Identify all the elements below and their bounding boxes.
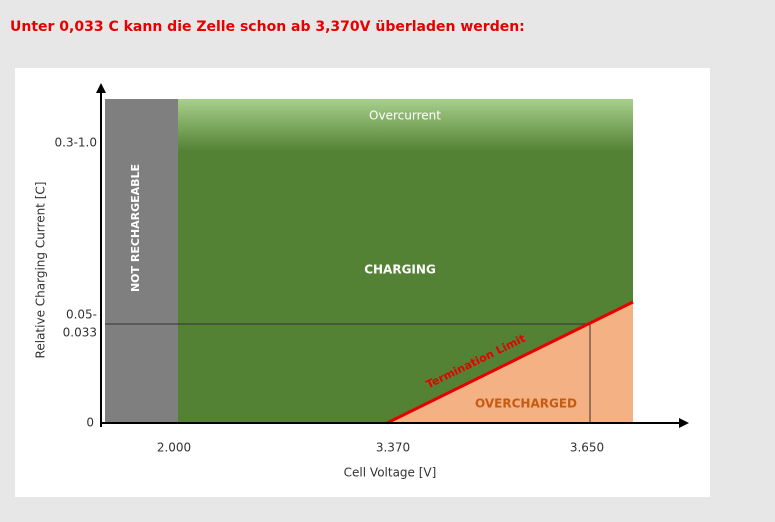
not-rechargeable-label: NOT RECHARGEABLE (129, 164, 142, 292)
y-axis-title: Relative Charging Current [C] (34, 182, 48, 359)
page-title: Unter 0,033 C kann die Zelle schon ab 3,… (10, 19, 525, 35)
y-label: 0.033 (63, 326, 97, 340)
x-axis-title: Cell Voltage [V] (344, 466, 437, 480)
y-arrow (96, 83, 106, 93)
termination-line (386, 300, 634, 425)
y-label: 0.3-1.0 (55, 136, 98, 150)
overcurrent-label: Overcurrent (369, 109, 441, 123)
region-overcurrent (178, 99, 633, 151)
x-arrow (679, 418, 689, 428)
x-label: 3.650 (570, 441, 604, 455)
region-not-rechargeable (105, 99, 178, 423)
y-label: 0.05- (66, 308, 97, 322)
x-label: 3.370 (376, 441, 410, 455)
overcharged-label: OVERCHARGED (475, 397, 577, 411)
y-label: 0 (86, 416, 94, 430)
charging-label: CHARGING (364, 263, 436, 277)
x-label: 2.000 (157, 441, 191, 455)
